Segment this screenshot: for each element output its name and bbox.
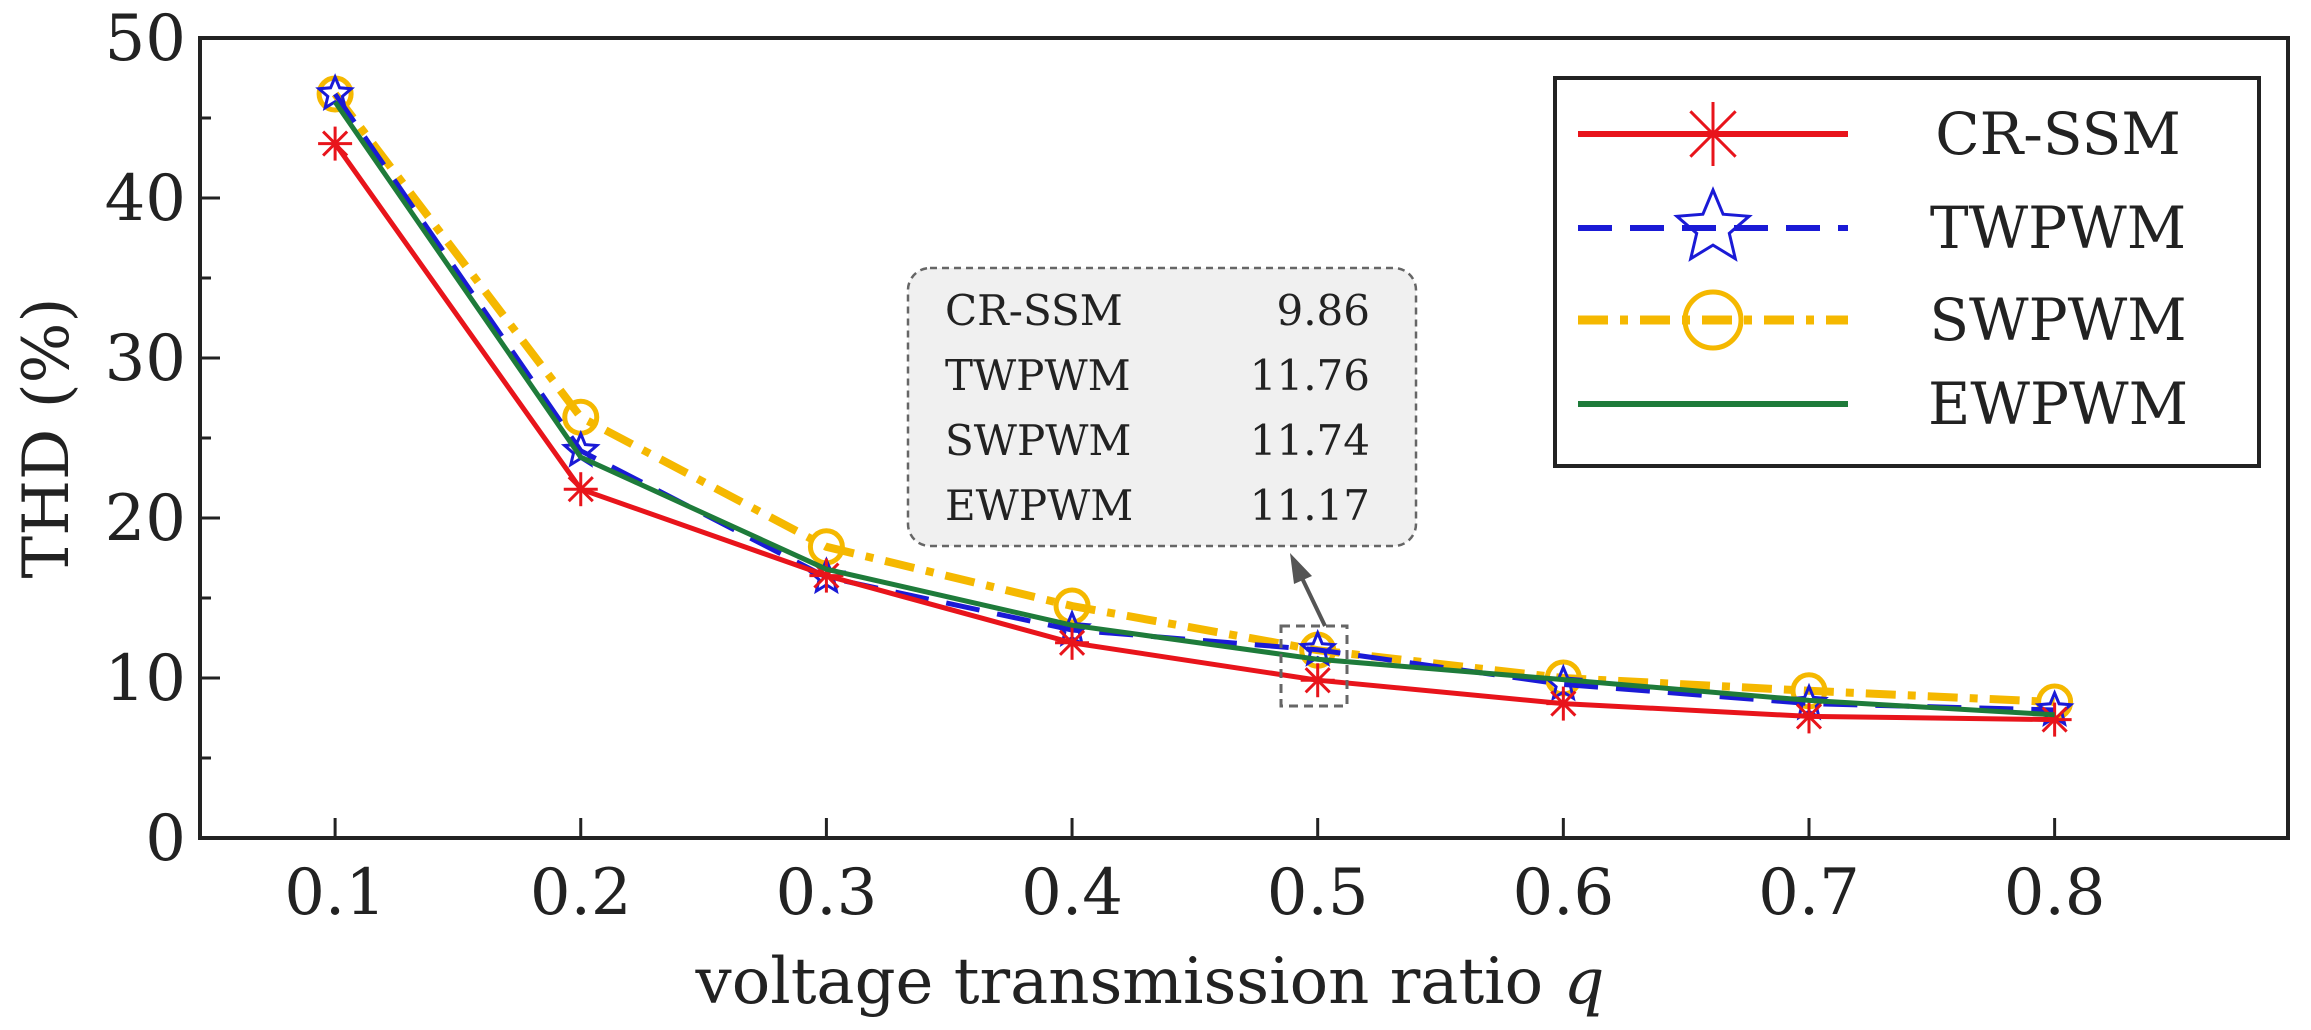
arrow-head-icon bbox=[1290, 553, 1312, 584]
legend: CR-SSM TWPWM SWPWM EWPWM bbox=[1578, 100, 2188, 438]
series-layer bbox=[315, 73, 2075, 737]
data-point bbox=[1055, 625, 1090, 660]
y-tick-label: 50 bbox=[105, 2, 186, 76]
x-tick-label: 0.7 bbox=[1758, 856, 1860, 930]
x-tick-label: 0.2 bbox=[530, 856, 632, 930]
x-axis-title-variable: q bbox=[1564, 945, 1605, 1019]
data-point bbox=[315, 73, 356, 111]
legend-label: EWPWM bbox=[1928, 370, 2188, 438]
annotation-series-name: EWPWM bbox=[945, 481, 1133, 530]
x-tick-label: 0.4 bbox=[1021, 856, 1123, 930]
data-point bbox=[2037, 702, 2072, 737]
legend-label: TWPWM bbox=[1930, 194, 2186, 262]
y-tick-label: 10 bbox=[105, 642, 186, 716]
legend-item-twpwm: TWPWM bbox=[1578, 186, 2186, 262]
x-axis: 0.1 0.2 0.3 0.4 0.5 0.6 0.7 0.8 bbox=[284, 818, 2106, 930]
annotation-series-name: SWPWM bbox=[945, 416, 1131, 465]
x-axis-title: voltage transmission ratio q bbox=[695, 945, 1605, 1019]
series-line bbox=[331, 91, 2055, 706]
annotation-series-value: 11.74 bbox=[1250, 416, 1370, 465]
annotation-arrow-shaft bbox=[1300, 577, 1327, 627]
legend-marker bbox=[1682, 289, 1744, 351]
x-tick-label: 0.3 bbox=[776, 856, 878, 930]
annotation-series-name: TWPWM bbox=[945, 351, 1131, 400]
data-point bbox=[318, 126, 353, 161]
legend-item-ewpwm: EWPWM bbox=[1578, 370, 2188, 438]
annotation-rows: CR-SSM 9.86 TWPWM 11.76 SWPWM 11.74 EWPWM 11.17 bbox=[945, 286, 1370, 530]
data-point bbox=[1300, 663, 1335, 698]
annotation-series-value: 11.17 bbox=[1250, 481, 1370, 530]
data-point bbox=[1791, 699, 1826, 734]
y-axis-title: THD (%) bbox=[10, 298, 84, 579]
legend-marker bbox=[1681, 102, 1745, 166]
asterisk-stroke bbox=[1058, 629, 1086, 656]
series-cr-ssm bbox=[318, 126, 2072, 737]
asterisk-stroke bbox=[2041, 706, 2068, 733]
annotation-box bbox=[906, 266, 1418, 548]
y-tick-label: 40 bbox=[105, 162, 186, 236]
series-line bbox=[333, 100, 2055, 718]
data-point bbox=[563, 472, 598, 507]
x-tick-label: 0.6 bbox=[1512, 856, 1614, 930]
legend-marker bbox=[1673, 186, 1753, 262]
legend-label: SWPWM bbox=[1929, 286, 2186, 354]
annotation-series-value: 11.76 bbox=[1250, 351, 1370, 400]
annotation-series-name: CR-SSM bbox=[945, 286, 1123, 335]
annotation-series-value: 9.86 bbox=[1276, 286, 1370, 335]
x-tick-label: 0.1 bbox=[284, 856, 386, 930]
y-tick-label: 0 bbox=[145, 802, 186, 876]
y-axis: 0 10 20 30 40 50 bbox=[105, 2, 220, 876]
x-axis-title-text: voltage transmission ratio bbox=[695, 945, 1564, 1019]
y-tick-label: 20 bbox=[105, 482, 186, 556]
asterisk-stroke bbox=[322, 130, 349, 157]
series-ewpwm bbox=[333, 100, 2055, 718]
x-tick-label: 0.8 bbox=[2004, 856, 2106, 930]
asterisk-stroke bbox=[1304, 667, 1331, 694]
data-point bbox=[1053, 587, 1091, 625]
x-tick-label: 0.5 bbox=[1267, 856, 1369, 930]
value-annotation: CR-SSM 9.86 TWPWM 11.76 SWPWM 11.74 EWPWM 11.17 bbox=[906, 266, 1418, 708]
series-line bbox=[333, 92, 2055, 713]
data-point bbox=[1546, 686, 1581, 721]
series-line bbox=[333, 142, 2055, 723]
asterisk-stroke bbox=[1550, 690, 1577, 717]
asterisk-stroke bbox=[1689, 110, 1737, 158]
asterisk-stroke bbox=[1795, 703, 1823, 730]
legend-item-cr-ssm: CR-SSM bbox=[1578, 100, 2181, 168]
highlight-box bbox=[1279, 624, 1349, 708]
asterisk-stroke bbox=[567, 476, 594, 503]
y-tick-label: 30 bbox=[105, 322, 186, 396]
asterisk-stroke bbox=[813, 562, 840, 589]
legend-item-swpwm: SWPWM bbox=[1578, 286, 2187, 354]
legend-label: CR-SSM bbox=[1935, 100, 2180, 168]
